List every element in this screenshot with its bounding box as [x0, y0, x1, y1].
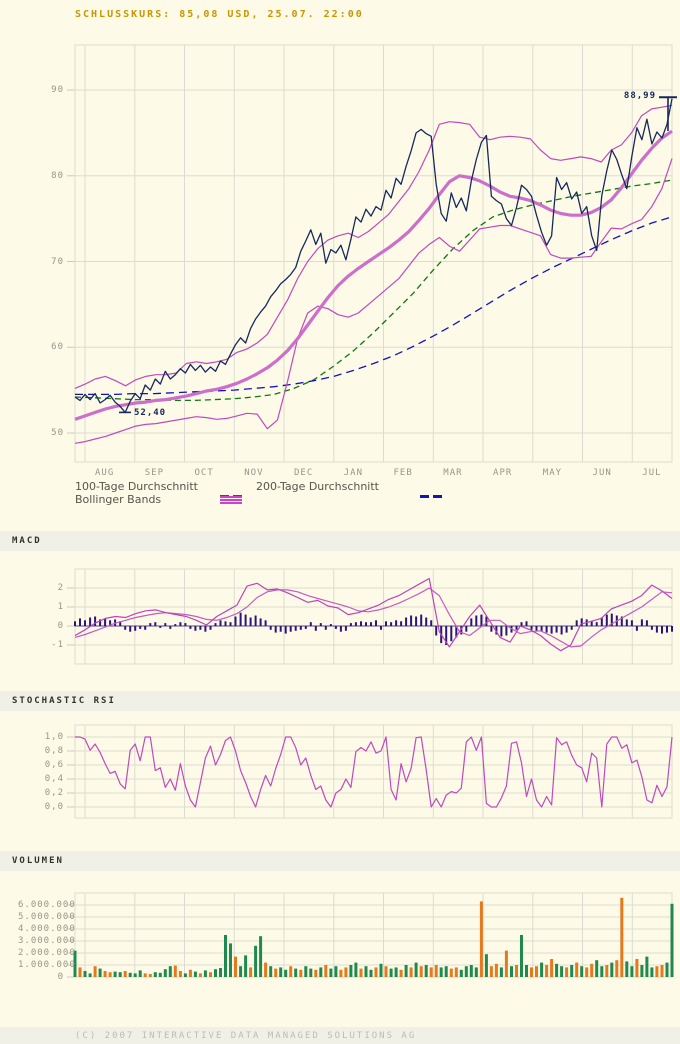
y-tick-label: 6.000.000 — [18, 900, 76, 910]
macd-panel-title: MACD — [12, 536, 42, 546]
month-label-jul: JUL — [642, 468, 662, 478]
month-label-apr: APR — [493, 468, 513, 478]
month-label-jan: JAN — [343, 468, 364, 478]
stoch-rsi-panel-title: STOCHASTIC RSI — [12, 696, 116, 706]
y-tick-label: 50 — [51, 428, 64, 438]
y-tick-label: 0 — [57, 621, 64, 631]
legend-bollinger-label: Bollinger Bands — [75, 493, 162, 506]
y-tick-label: 0,6 — [44, 760, 64, 770]
y-tick-label: 60 — [51, 342, 64, 353]
y-tick-label: 0 — [57, 972, 64, 982]
y-tick-label: 4.000.000 — [18, 924, 76, 934]
y-tick-label: 2 — [57, 583, 64, 593]
month-label-jun: JUN — [592, 468, 612, 478]
footer-bar: (C) 2007 INTERACTIVE DATA MANAGED SOLUTI… — [0, 1027, 680, 1044]
ma200-swatch-icon — [420, 486, 446, 505]
bollinger-swatch-icon — [220, 496, 242, 505]
macd-panel-header: MACD — [0, 531, 680, 551]
volume-panel-title: VOLUMEN — [12, 856, 64, 866]
y-tick-label: 1,0 — [44, 732, 64, 742]
y-tick-label: 1 — [57, 602, 64, 612]
y-tick-label: 3.000.000 — [18, 936, 76, 946]
copyright-text: (C) 2007 INTERACTIVE DATA MANAGED SOLUTI… — [75, 1031, 417, 1041]
low-price-annotation: 52,40 — [134, 408, 167, 418]
y-tick-label: 0,8 — [44, 746, 64, 756]
y-tick-label: 0,2 — [44, 788, 64, 798]
y-tick-label: 0,0 — [44, 802, 64, 812]
month-label-oct: OCT — [194, 468, 214, 478]
y-tick-label: 80 — [51, 170, 64, 181]
stoch-rsi-panel-header: STOCHASTIC RSI — [0, 691, 680, 711]
month-label-mar: MAR — [443, 468, 463, 478]
month-label-aug: AUG — [95, 468, 115, 478]
y-tick-label: 5.000.000 — [18, 912, 76, 922]
legend-ma100-label: 100-Tage Durchschnitt — [75, 480, 198, 493]
y-tick-label: -1 — [51, 640, 64, 650]
legend-ma200-label: 200-Tage Durchschnitt — [256, 480, 379, 493]
closing-price-header: SCHLUSSKURS: 85,08 USD, 25.07. 22:00 — [75, 9, 364, 20]
y-tick-label: 0,4 — [44, 774, 64, 784]
month-label-sep: SEP — [144, 468, 165, 478]
month-label-may: MAY — [542, 468, 563, 478]
y-tick-label: 1.000.000 — [18, 960, 76, 970]
month-label-nov: NOV — [244, 468, 264, 478]
y-tick-label: 90 — [51, 85, 64, 95]
high-price-annotation: 88,99 — [623, 91, 656, 101]
volume-panel-header: VOLUMEN — [0, 851, 680, 871]
month-label-dec: DEC — [294, 468, 314, 478]
month-label-feb: FEB — [393, 468, 413, 478]
y-tick-label: 70 — [51, 256, 64, 267]
y-tick-label: 2.000.000 — [18, 948, 76, 958]
